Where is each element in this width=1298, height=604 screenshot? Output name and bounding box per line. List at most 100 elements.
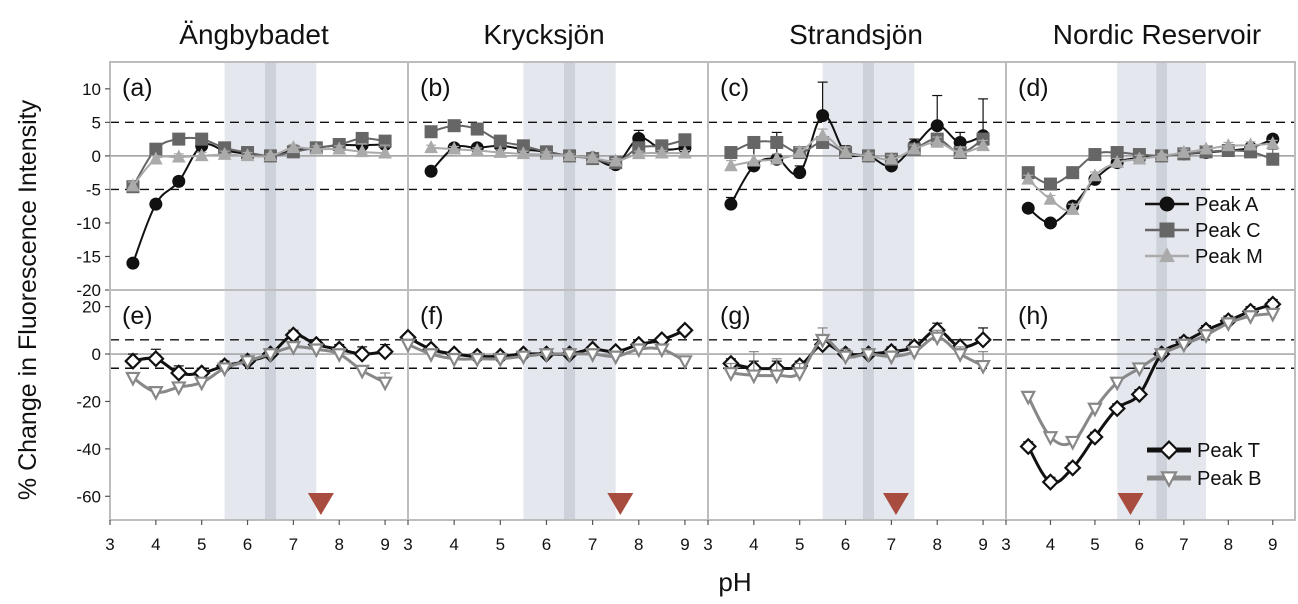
column-title-4: Nordic Reservoir	[1053, 19, 1262, 50]
data-point	[378, 145, 392, 159]
data-point	[1199, 141, 1213, 155]
data-point	[1220, 317, 1237, 333]
series-peak-b	[125, 341, 393, 401]
panel-a: 10 5 0 -5 -10 -15 -20 (a)	[76, 61, 409, 300]
x-tick-label: 4	[151, 535, 160, 554]
series-peak-m	[724, 128, 990, 172]
data-point	[769, 151, 784, 165]
data-point	[1086, 428, 1104, 446]
column-title-3: Strandsjön	[789, 19, 923, 50]
data-point	[677, 355, 693, 371]
data-point	[1064, 435, 1081, 451]
data-point	[170, 381, 187, 397]
data-point	[861, 148, 876, 162]
data-point	[469, 352, 486, 368]
data-point	[929, 331, 946, 347]
data-point	[539, 146, 554, 160]
x-tick-label: 6	[841, 535, 850, 554]
data-point	[816, 109, 830, 123]
y-tick-label: -20	[76, 281, 101, 300]
ph-center-band	[862, 290, 874, 520]
legend-label: Peak C	[1195, 220, 1261, 242]
data-point	[400, 338, 416, 354]
panel-g: 3 4 5 6 7 8 9 (g)	[703, 289, 1007, 554]
data-point	[724, 146, 738, 160]
data-point	[447, 119, 461, 133]
data-point	[1176, 338, 1192, 354]
data-point	[423, 348, 439, 363]
data-point	[975, 359, 991, 375]
y-tick-label: -15	[76, 247, 101, 266]
data-point	[1043, 191, 1058, 205]
data-point	[791, 367, 808, 382]
data-point	[1019, 437, 1037, 456]
data-point	[172, 174, 186, 188]
data-point	[815, 128, 830, 142]
x-tick-label: 9	[680, 535, 689, 554]
data-point	[353, 345, 371, 363]
panel-b: (b)	[407, 61, 709, 291]
ph-center-band	[1156, 290, 1167, 520]
data-point	[1154, 148, 1169, 162]
legend-marker	[1159, 222, 1175, 238]
data-point	[147, 350, 165, 368]
y-tick-label: -20	[76, 392, 101, 411]
panel-frame	[1005, 289, 1296, 521]
data-point	[193, 376, 210, 392]
data-point	[216, 362, 233, 378]
data-point	[747, 135, 761, 149]
data-point	[608, 153, 623, 167]
data-point	[170, 364, 188, 382]
y-tick-label: -10	[76, 214, 101, 233]
data-point	[286, 140, 301, 154]
data-point	[1041, 473, 1060, 491]
data-point	[1021, 171, 1036, 185]
data-point	[654, 343, 670, 359]
series-peak-m	[126, 140, 392, 192]
data-point	[331, 348, 348, 363]
data-point	[1020, 390, 1037, 406]
x-tick-label: 3	[703, 535, 712, 554]
data-point	[723, 367, 739, 382]
x-tick-label: 5	[795, 535, 804, 554]
x-tick-label: 7	[887, 535, 896, 554]
data-point	[239, 355, 256, 371]
data-point	[493, 144, 508, 158]
data-point	[1265, 136, 1280, 150]
data-point	[930, 119, 944, 133]
y-tick-label: 10	[82, 80, 101, 99]
data-point	[746, 369, 762, 385]
data-point	[561, 348, 578, 363]
legend-label: Peak M	[1195, 246, 1263, 268]
data-point	[724, 158, 738, 172]
data-point	[354, 364, 370, 380]
y-tick-label: -5	[86, 180, 101, 199]
series-peak-m	[424, 140, 692, 167]
data-point	[148, 386, 164, 401]
data-point	[1063, 459, 1082, 477]
data-point	[907, 141, 922, 155]
data-point	[974, 331, 992, 349]
panel-label: (f)	[420, 302, 444, 330]
panel-f: 3 4 5 6 7 8 9 (f)	[399, 289, 709, 554]
data-point	[355, 144, 369, 158]
x-tick-label: 6	[542, 535, 551, 554]
x-tick-label: 4	[749, 535, 758, 554]
data-point	[883, 350, 900, 366]
data-point	[793, 166, 807, 180]
data-point	[217, 146, 232, 160]
legend-marker	[1159, 196, 1175, 212]
data-point	[747, 153, 761, 167]
x-tick-label: 9	[978, 535, 987, 554]
x-tick-label: 8	[1224, 535, 1233, 554]
data-point	[1131, 362, 1148, 378]
data-point	[1221, 138, 1236, 152]
data-point	[676, 321, 694, 340]
data-point	[607, 350, 624, 366]
data-point	[1088, 168, 1102, 182]
data-point	[1177, 144, 1191, 158]
data-point	[655, 145, 669, 159]
data-point	[837, 350, 854, 366]
ph-center-band	[564, 62, 576, 290]
panel-label: (d)	[1018, 74, 1049, 102]
